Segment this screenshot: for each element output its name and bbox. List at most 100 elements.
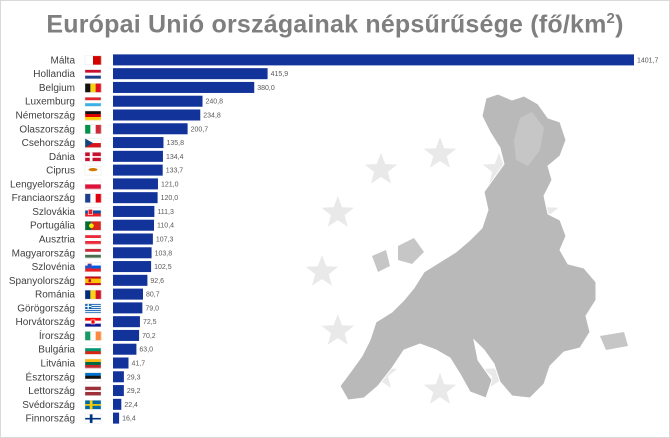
category-label: Finnország [26, 414, 75, 425]
bar [113, 261, 152, 273]
bar [113, 274, 148, 286]
bar [113, 164, 163, 176]
value-label: 79,0 [145, 305, 159, 312]
chart-title: Európai Unió országainak népsűrűsége (fő… [0, 10, 670, 39]
chart-title-superscript: 2 [606, 10, 616, 27]
bar [113, 54, 634, 66]
greece-flag-icon [84, 303, 102, 314]
category-label: Dánia [49, 152, 76, 163]
portugal-flag-icon [84, 221, 102, 231]
eu-map-region [398, 238, 424, 264]
category-label: Málta [51, 55, 76, 66]
romania-flag-icon [84, 289, 102, 300]
eu-map-shape [339, 93, 597, 401]
bar [113, 109, 201, 121]
bar [113, 178, 158, 190]
value-label: 121,0 [161, 181, 179, 188]
finland-flag-icon [84, 413, 102, 424]
eu-star-icon [423, 137, 457, 168]
eu-star-icon [321, 314, 354, 345]
netherlands-flag-icon [84, 69, 102, 79]
poland-flag-icon [84, 179, 102, 190]
value-label: 120,0 [161, 195, 179, 202]
bar [113, 192, 158, 204]
bar [113, 398, 122, 410]
category-label: Franciaország [12, 193, 75, 204]
germany-flag-icon [84, 110, 102, 121]
bar [113, 371, 124, 383]
category-label: Románia [35, 290, 75, 301]
category-label: Ciprus [46, 166, 75, 177]
france-flag-icon [84, 193, 102, 203]
value-label: 240,8 [206, 99, 224, 106]
latvia-flag-icon [84, 386, 102, 396]
category-label: Luxemburg [25, 97, 75, 108]
bar [113, 205, 155, 217]
bar [113, 68, 268, 80]
value-label: 415,9 [271, 71, 289, 78]
category-label: Írország [39, 329, 75, 342]
category-label: Belgium [39, 83, 75, 94]
category-label: Spanyolország [9, 276, 75, 287]
category-label: Görögország [17, 303, 75, 314]
slovenia-flag-icon [84, 262, 102, 272]
category-label: Horvátország [16, 317, 75, 328]
bar [113, 247, 152, 259]
chart-title-end: ) [615, 10, 624, 39]
value-label: 111,3 [157, 209, 174, 216]
eu-star-icon [305, 255, 339, 286]
value-label: 22,4 [124, 402, 138, 409]
category-label: Bulgária [38, 345, 75, 356]
spain-flag-icon [84, 276, 102, 286]
category-label: Ausztria [39, 235, 76, 246]
slovakia-flag-icon [84, 207, 102, 217]
sweden-flag-icon [84, 400, 102, 410]
value-label: 135,8 [166, 140, 184, 147]
value-label: 72,5 [143, 319, 157, 326]
value-label: 200,7 [191, 126, 209, 133]
bar [113, 357, 129, 369]
category-label: Magyarország [12, 248, 75, 259]
value-label: 63,0 [139, 347, 153, 354]
ireland-flag-icon [84, 331, 102, 341]
bar [113, 412, 120, 424]
category-label: Németország [16, 111, 75, 122]
hungary-flag-icon [84, 248, 102, 259]
denmark-flag-icon [84, 152, 102, 162]
category-label: Litvánia [41, 359, 76, 370]
value-label: 380,0 [257, 85, 275, 92]
bar [113, 81, 255, 93]
value-label: 29,2 [127, 388, 141, 395]
lithuania-flag-icon [84, 358, 102, 369]
value-label: 29,3 [127, 374, 141, 381]
italy-flag-icon [84, 124, 102, 134]
chart-title-text: Európai Unió országainak népsűrűsége (fő… [46, 10, 607, 39]
category-label: Svédország [22, 400, 75, 411]
bar [113, 95, 203, 107]
category-label: Lettország [28, 386, 75, 397]
category-label: Szlovákia [32, 207, 75, 218]
category-label: Lengyelország [10, 179, 75, 190]
bar [113, 137, 164, 149]
eu-star-icon [482, 152, 516, 184]
eu-map-region [514, 112, 544, 166]
bar [113, 123, 188, 135]
value-label: 234,8 [203, 113, 221, 120]
bar [113, 343, 137, 355]
bar [113, 150, 163, 162]
bar [113, 288, 143, 300]
luxembourg-flag-icon [84, 97, 102, 107]
category-label: Hollandia [33, 69, 75, 80]
value-label: 110,4 [157, 223, 174, 230]
category-label: Észtország [26, 370, 75, 383]
value-label: 92,6 [150, 278, 164, 285]
czechia-flag-icon [84, 138, 102, 148]
category-label: Portugália [30, 221, 75, 232]
value-label: 134,4 [166, 154, 184, 161]
value-label: 41,7 [131, 361, 145, 368]
value-label: 102,5 [154, 264, 172, 271]
value-label: 1401,7 [637, 57, 659, 64]
eu-map-region [600, 332, 628, 350]
category-labels: Málta Hollandia Belgium Luxemburg Németorszá… [9, 55, 76, 424]
category-label: Szlovénia [32, 262, 76, 273]
